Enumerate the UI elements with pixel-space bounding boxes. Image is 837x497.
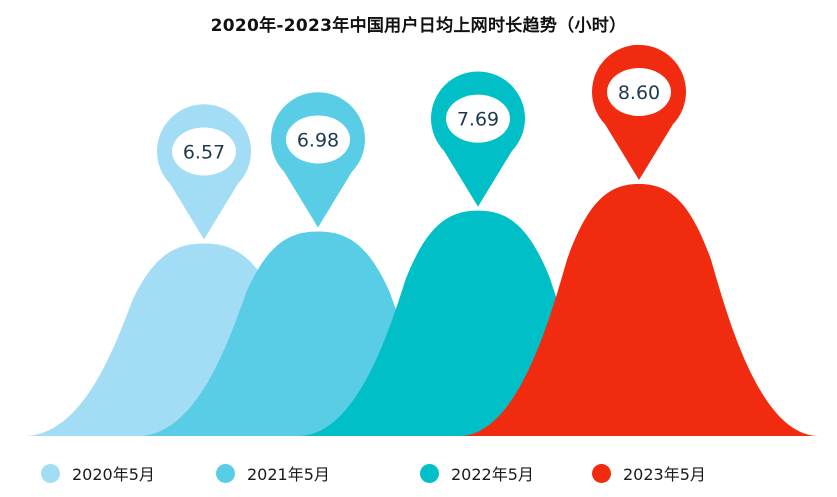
legend-marker-2023 — [592, 463, 611, 483]
pin-label-bg-2021 — [286, 115, 350, 164]
legend-label-2023: 2023年5月 — [623, 465, 706, 484]
legend-label-2020: 2020年5月 — [72, 465, 155, 484]
legend-item-2020[interactable]: 2020年5月 — [41, 458, 155, 488]
value-pins-layer: 6.57 6.98 7.69 8.60 — [157, 44, 686, 240]
legend-marker-2020 — [41, 463, 60, 483]
value-pin-2021: 6.98 — [271, 92, 365, 228]
data-label-2021: 6.98 — [297, 129, 339, 151]
chart-legend: 2020年5月 2021年5月 2022年5月 2023年5月 — [0, 458, 837, 488]
legend-item-2022[interactable]: 2022年5月 — [420, 458, 534, 488]
pin-label-bg-2023 — [607, 68, 671, 116]
bell-curves-layer — [24, 184, 819, 436]
data-label-2023: 8.60 — [618, 82, 660, 104]
data-label-2022: 7.69 — [457, 109, 499, 131]
legend-marker-2022 — [420, 463, 439, 483]
data-label-2020: 6.57 — [183, 141, 225, 163]
pin-label-bg-2020 — [172, 127, 236, 176]
chart-title: 2020年-2023年中国用户日均上网时长趋势（小时） — [210, 16, 627, 36]
legend-label-2021: 2021年5月 — [247, 465, 330, 484]
bell-curve-2023[interactable] — [459, 184, 819, 436]
value-pin-2022: 7.69 — [430, 71, 525, 207]
legend-label-2022: 2022年5月 — [451, 465, 534, 484]
value-pin-2020: 6.57 — [157, 104, 251, 240]
legend-item-2021[interactable]: 2021年5月 — [216, 458, 330, 488]
pin-label-bg-2022 — [446, 94, 510, 143]
legend-item-2023[interactable]: 2023年5月 — [592, 458, 706, 488]
legend-marker-2021 — [216, 463, 235, 483]
value-pin-2023: 8.60 — [591, 44, 686, 180]
